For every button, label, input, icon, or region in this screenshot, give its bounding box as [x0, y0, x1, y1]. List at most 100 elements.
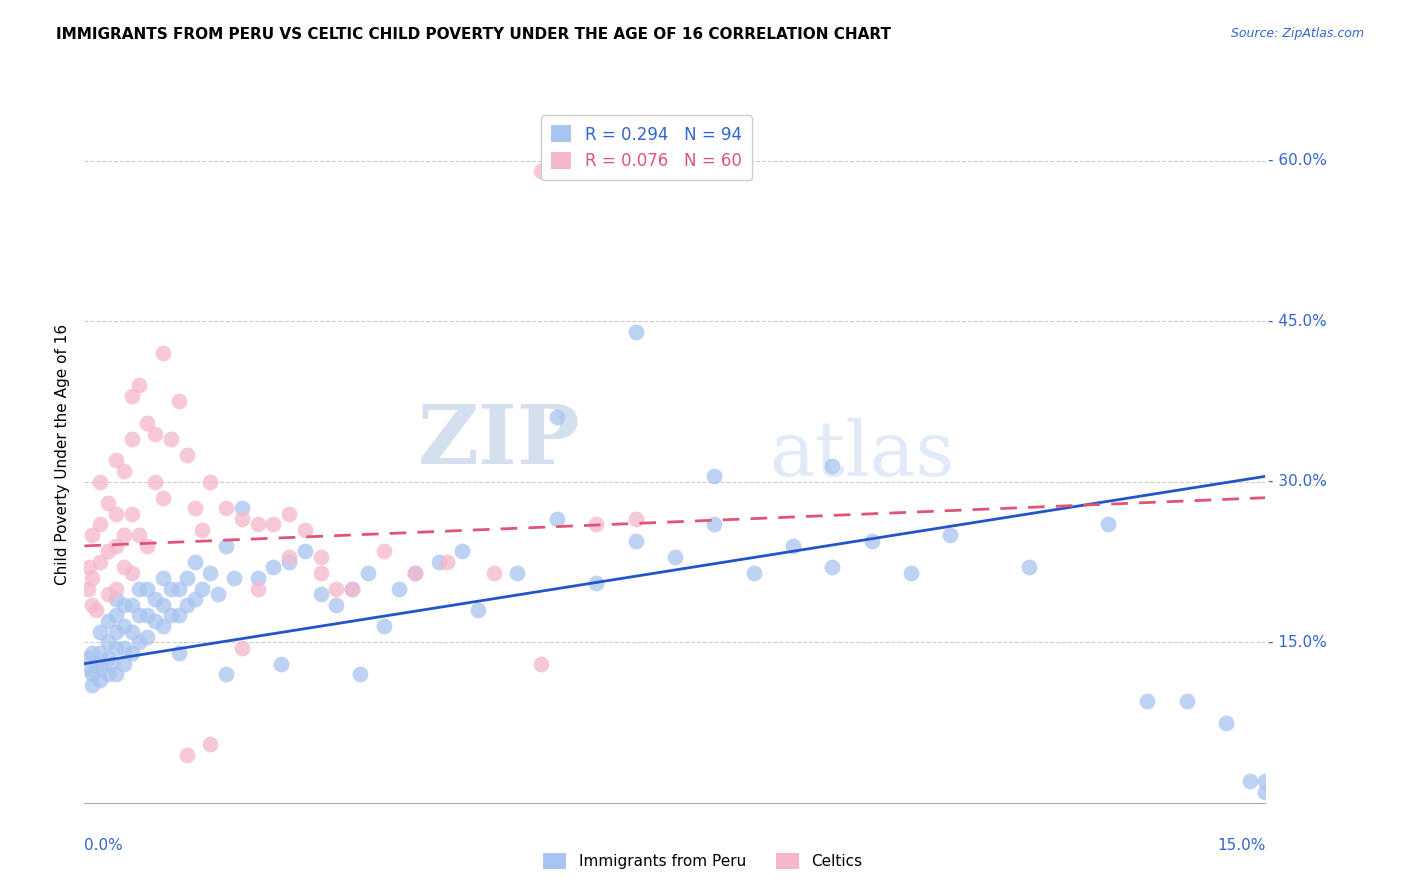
Point [112, 640, 135, 655]
Text: 0.0%: 0.0% [84, 838, 124, 854]
Point [436, 555, 458, 569]
Point [900, 566, 922, 580]
Point [624, 512, 647, 526]
Point [1136, 694, 1159, 708]
Point [207, 587, 229, 601]
Point [89, 673, 111, 687]
Point [546, 410, 568, 425]
Point [215, 667, 238, 681]
Point [200, 566, 222, 580]
Point [530, 164, 553, 178]
Point [451, 544, 474, 558]
Point [270, 657, 292, 671]
Point [143, 426, 166, 441]
Point [309, 566, 332, 580]
Point [143, 614, 166, 628]
Point [467, 603, 489, 617]
Point [76, 582, 98, 596]
Point [104, 608, 127, 623]
Point [112, 528, 135, 542]
Point [152, 619, 174, 633]
Point [183, 555, 205, 569]
Point [1254, 785, 1277, 799]
Point [121, 432, 143, 446]
Point [294, 544, 316, 558]
Point [340, 582, 363, 596]
Point [215, 539, 238, 553]
Point [77, 651, 100, 665]
Point [97, 651, 120, 665]
Point [1239, 774, 1261, 789]
Point [121, 598, 143, 612]
Text: - 60.0%: - 60.0% [1268, 153, 1327, 168]
Point [246, 571, 269, 585]
Point [112, 657, 135, 671]
Point [176, 448, 198, 462]
Point [200, 737, 222, 751]
Point [152, 598, 174, 612]
Text: - 30.0%: - 30.0% [1268, 475, 1327, 489]
Point [77, 560, 100, 574]
Point [742, 566, 765, 580]
Point [262, 560, 284, 574]
Point [278, 549, 301, 564]
Point [1215, 715, 1237, 730]
Point [664, 549, 686, 564]
Point [84, 657, 107, 671]
Point [89, 475, 111, 489]
Point [309, 549, 332, 564]
Point [82, 598, 104, 612]
Text: - 45.0%: - 45.0% [1268, 314, 1327, 328]
Point [246, 582, 269, 596]
Point [246, 517, 269, 532]
Point [782, 539, 804, 553]
Point [143, 592, 166, 607]
Point [97, 587, 120, 601]
Point [231, 501, 253, 516]
Point [427, 555, 450, 569]
Point [97, 496, 120, 510]
Point [215, 501, 238, 516]
Point [200, 475, 222, 489]
Point [82, 646, 104, 660]
Point [294, 523, 316, 537]
Point [325, 582, 347, 596]
Point [373, 619, 395, 633]
Point [104, 539, 127, 553]
Point [160, 582, 183, 596]
Text: Source: ZipAtlas.com: Source: ZipAtlas.com [1230, 27, 1364, 40]
Point [84, 603, 107, 617]
Point [388, 582, 411, 596]
Point [160, 432, 183, 446]
Point [89, 555, 111, 569]
Point [176, 598, 198, 612]
Point [191, 582, 214, 596]
Point [191, 523, 214, 537]
Point [121, 624, 143, 639]
Point [222, 571, 245, 585]
Point [79, 662, 101, 676]
Point [82, 528, 104, 542]
Point [624, 325, 647, 339]
Point [183, 501, 205, 516]
Y-axis label: Child Poverty Under the Age of 16: Child Poverty Under the Age of 16 [55, 325, 70, 585]
Point [136, 630, 159, 644]
Point [160, 608, 183, 623]
Point [1254, 774, 1277, 789]
Point [97, 635, 120, 649]
Point [104, 640, 127, 655]
Point [278, 507, 301, 521]
Point [128, 378, 150, 392]
Point [404, 566, 426, 580]
Text: - 15.0%: - 15.0% [1268, 635, 1327, 649]
Point [97, 544, 120, 558]
Point [482, 566, 505, 580]
Point [1018, 560, 1040, 574]
Point [1175, 694, 1198, 708]
Point [136, 608, 159, 623]
Point [821, 560, 844, 574]
Point [703, 517, 725, 532]
Point [309, 587, 332, 601]
Point [167, 646, 190, 660]
Point [176, 747, 198, 762]
